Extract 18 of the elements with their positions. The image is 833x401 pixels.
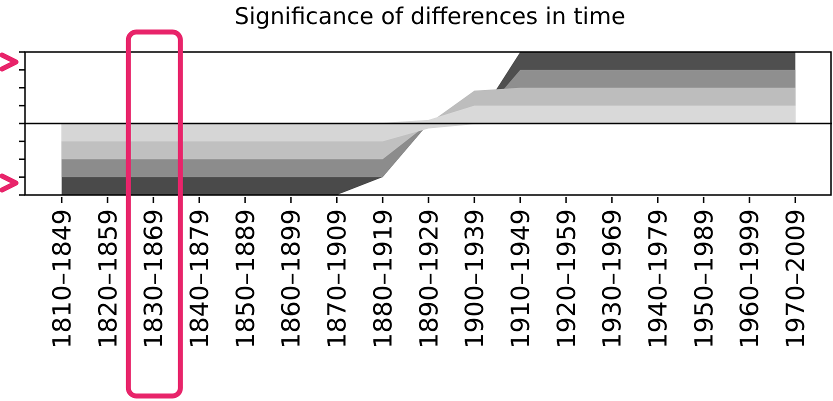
x-tick-label: 1830–1869 [139,209,168,349]
x-tick-label: 1880–1919 [368,209,398,349]
x-tick-label: 1840–1879 [184,209,214,349]
x-tick-label: 1850–1889 [230,209,260,349]
x-tick-label: 1910–1949 [506,209,535,349]
x-tick-label: 1970–2009 [781,209,810,349]
x-tick-label: 1960–1999 [735,209,764,349]
x-tick-label: 1950–1989 [689,209,718,349]
x-tick-label: 1920–1959 [552,209,581,349]
x-tick-label: 1900–1939 [460,209,490,349]
x-tick-label: 1860–1899 [276,209,306,349]
x-tick-label: 1890–1929 [414,209,444,349]
x-tick-label: 1940–1979 [644,209,673,349]
x-tick-label: 1820–1859 [93,209,122,349]
x-tick-label: 1810–1849 [47,209,76,349]
x-tick-label: 1930–1969 [598,209,627,349]
chart-title: Significance of differences in time [234,4,626,30]
x-tick-label: 1870–1909 [322,209,352,349]
